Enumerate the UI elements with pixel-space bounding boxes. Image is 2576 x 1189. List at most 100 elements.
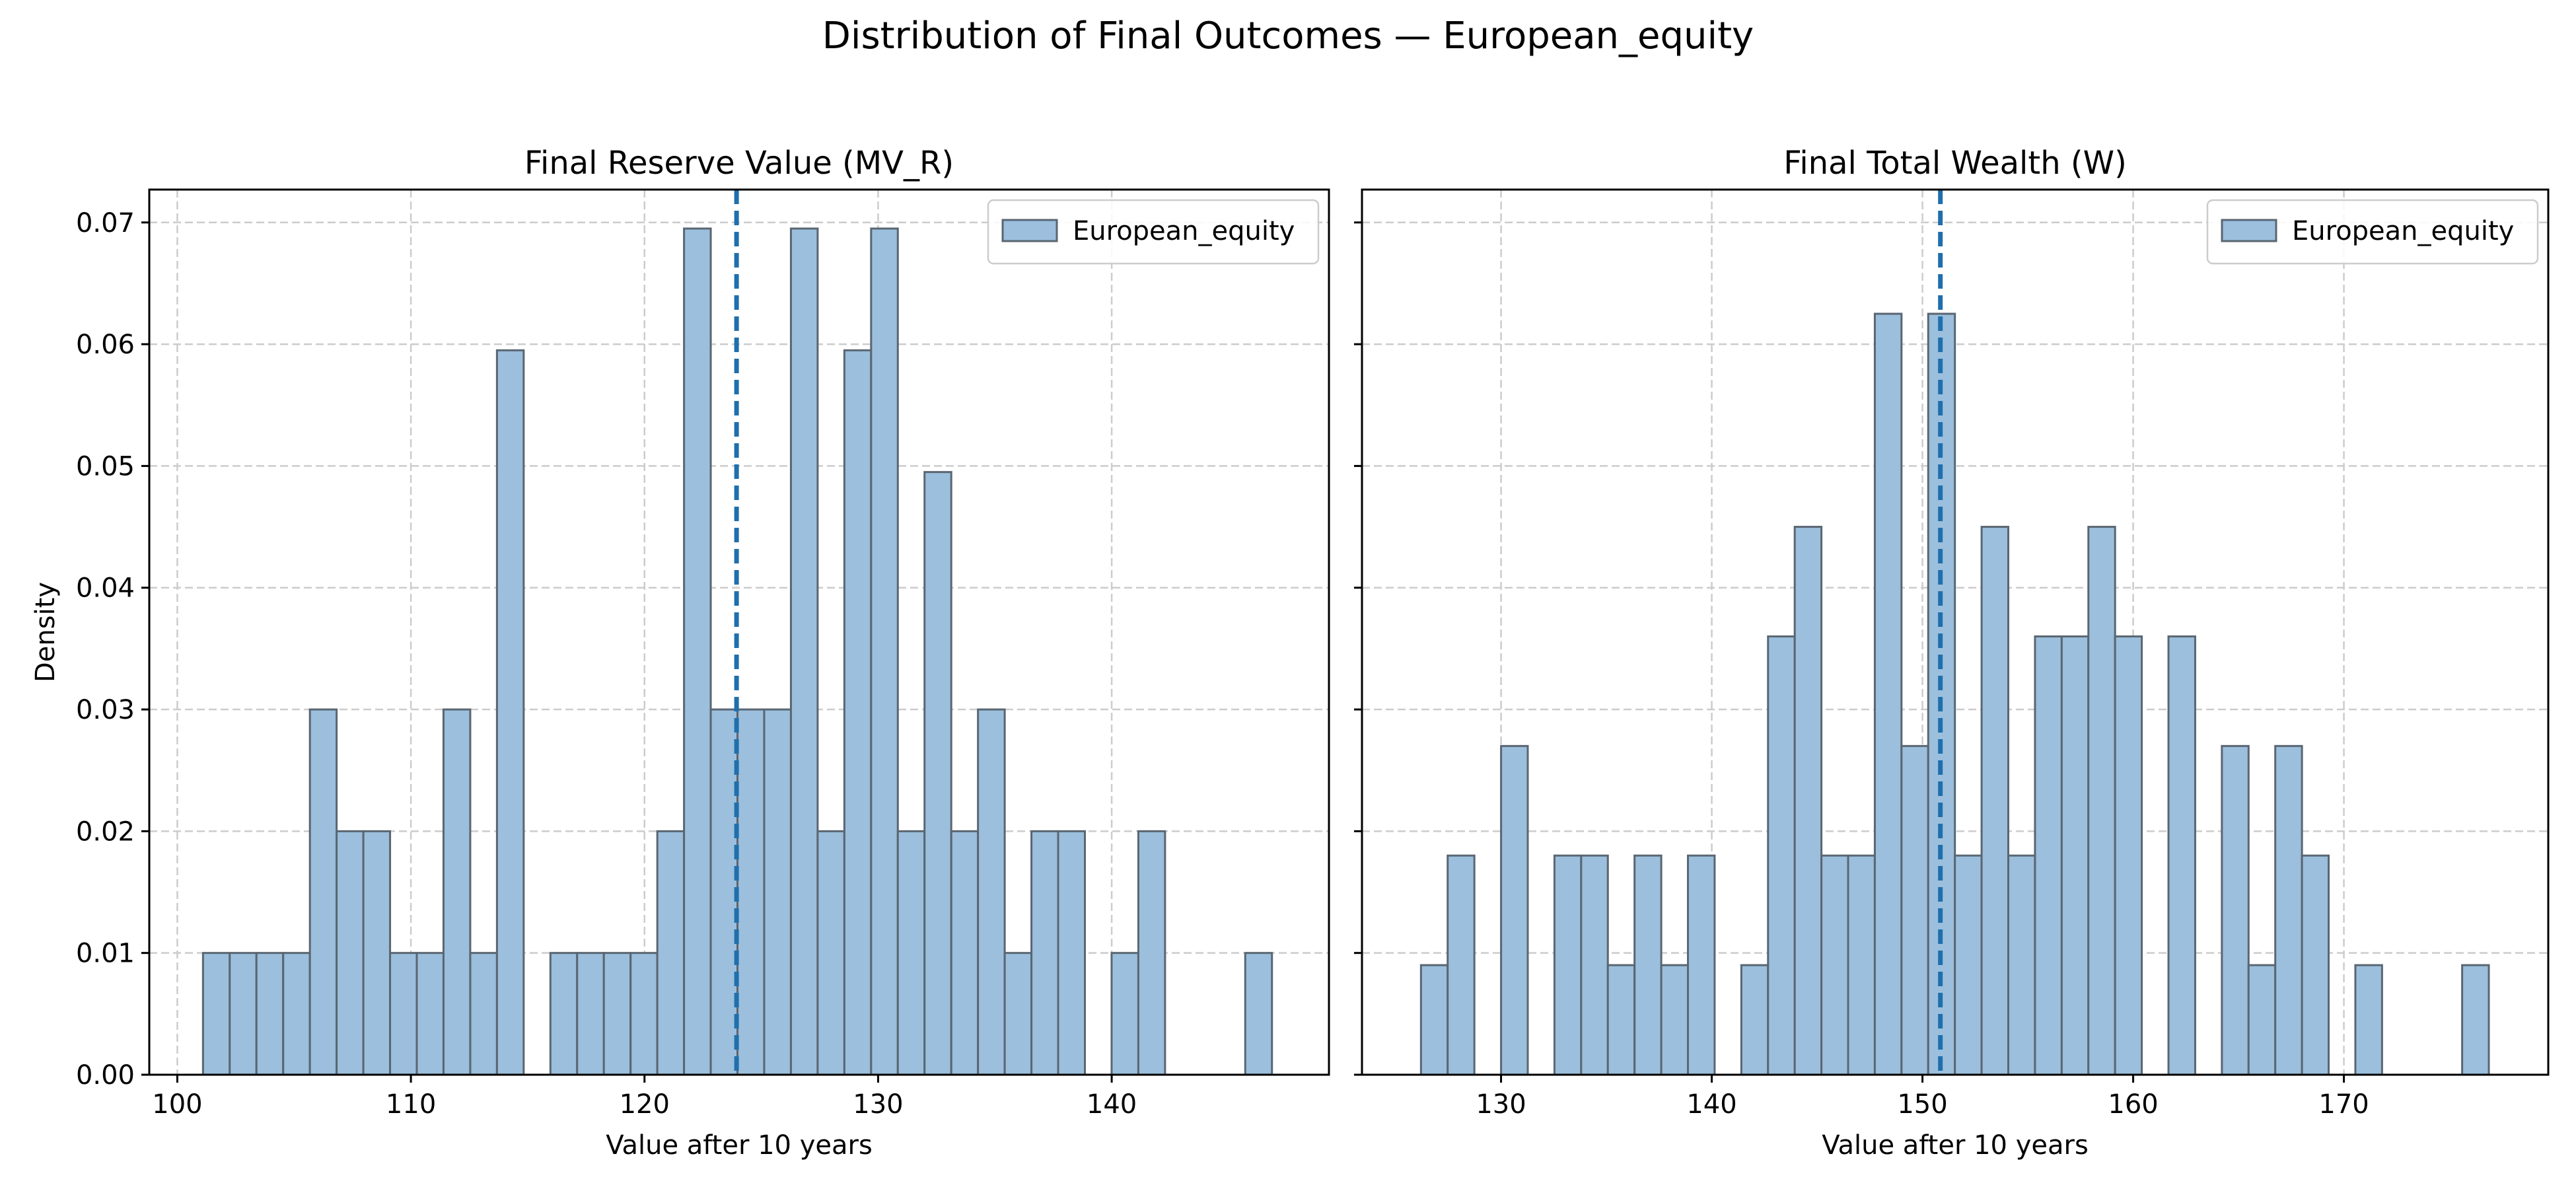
histogram-bar <box>2087 526 2116 1076</box>
legend-label: European_equity <box>2292 216 2514 246</box>
histogram-bar <box>1954 854 1983 1076</box>
legend: European_equity <box>2206 199 2539 265</box>
histogram-bar <box>656 830 686 1076</box>
legend-swatch <box>2221 219 2277 242</box>
y-tick-label: 0.07 <box>76 208 135 238</box>
histogram-bar <box>1137 830 1166 1076</box>
histogram-bar <box>950 830 980 1076</box>
x-tick-label: 130 <box>853 1089 903 1120</box>
x-tick-label: 140 <box>1087 1089 1137 1120</box>
histogram-bar <box>1580 854 1609 1076</box>
x-tick-label: 150 <box>1897 1089 1947 1120</box>
histogram-bar <box>2301 854 2330 1076</box>
panel-title: Final Reserve Value (MV_R) <box>524 145 954 182</box>
histogram-bar <box>255 952 285 1076</box>
histogram-bar <box>1553 854 1583 1076</box>
histogram-bar <box>549 952 579 1076</box>
histogram-bar <box>282 952 311 1076</box>
legend: European_equity <box>987 199 1320 265</box>
histogram-bar <box>2060 635 2090 1076</box>
histogram-bar <box>1633 854 1663 1076</box>
histogram-bar <box>469 952 498 1076</box>
axes-frame <box>148 188 1330 1076</box>
legend-label: European_equity <box>1073 216 1295 246</box>
chart-panel-2: 130 140 150 160 170 Final Total Wealth (W) Val… <box>1354 145 2550 1161</box>
x-tick-label: 160 <box>2108 1089 2158 1120</box>
histogram-bar <box>1980 526 2010 1076</box>
histogram-bar <box>1447 854 1476 1076</box>
histogram-bar <box>389 952 418 1076</box>
histogram-bar <box>576 952 605 1076</box>
histogram-bar <box>2007 854 2036 1076</box>
histogram-bar <box>2114 635 2143 1076</box>
x-tick-label: 120 <box>620 1089 670 1120</box>
histogram-bar <box>763 708 792 1076</box>
histogram-bar <box>1740 964 1770 1076</box>
histogram-bar <box>2247 964 2277 1076</box>
axes-frame <box>1361 188 2550 1076</box>
histogram-bar <box>683 227 712 1076</box>
histogram-bar <box>2167 635 2196 1076</box>
histogram-bar <box>442 708 472 1076</box>
histogram-bar <box>1244 952 1273 1076</box>
histogram-bar <box>1110 952 1139 1076</box>
histogram-bar <box>308 708 338 1076</box>
x-tick-label: 140 <box>1686 1089 1736 1120</box>
histogram-bar <box>2354 964 2383 1076</box>
panel-title: Final Total Wealth (W) <box>1783 145 2127 182</box>
y-tick-label: 0.02 <box>76 816 135 847</box>
legend-swatch <box>1001 219 1058 242</box>
histogram-bar <box>1873 312 1903 1076</box>
y-tick-label: 0.01 <box>76 939 135 969</box>
histogram-bar <box>1606 964 1636 1076</box>
y-tick-label: 0.04 <box>76 573 135 604</box>
histogram-bar <box>977 708 1006 1076</box>
histogram-bar <box>843 349 873 1076</box>
histogram-bar <box>2274 744 2303 1076</box>
histogram-bar <box>1003 952 1033 1076</box>
histogram-bar <box>1660 964 1690 1076</box>
histogram-bar <box>201 952 231 1076</box>
histogram-bar <box>415 952 445 1076</box>
histogram-bar <box>2221 744 2250 1076</box>
x-tick-label: 110 <box>386 1089 436 1120</box>
histogram-bar <box>870 227 899 1076</box>
y-tick-label: 0.00 <box>76 1060 135 1091</box>
y-axis-label: Density <box>30 582 61 682</box>
histogram-bar <box>709 708 739 1076</box>
histogram-bar <box>362 830 392 1076</box>
histogram-bar <box>816 830 845 1076</box>
histogram-bar <box>896 830 926 1076</box>
histogram-bar <box>336 830 365 1076</box>
histogram-bar <box>229 952 258 1076</box>
legend-box <box>987 199 1320 265</box>
histogram-bar <box>1419 964 1449 1076</box>
legend-box <box>2206 199 2539 265</box>
histogram-bar <box>2034 635 2063 1076</box>
histogram-bar <box>789 227 819 1076</box>
histogram-bar <box>1847 854 1876 1076</box>
histogram-bar <box>1500 744 1529 1076</box>
histogram-bar <box>736 708 766 1076</box>
y-tick-label: 0.03 <box>76 695 135 725</box>
histogram-bar <box>1687 854 1716 1076</box>
histogram-bar <box>1793 526 1823 1076</box>
x-axis-label: Value after 10 years <box>1822 1130 2089 1161</box>
y-tick-label: 0.06 <box>76 330 135 360</box>
histogram-bar <box>1030 830 1059 1076</box>
chart-panel-1: 0.00 0.01 0.02 0.03 0.04 0.05 0.06 0.07 100 110 12… <box>30 145 1330 1161</box>
histogram-bar <box>923 471 952 1076</box>
histogram-bar <box>495 349 525 1076</box>
histogram-bar <box>629 952 659 1076</box>
histogram-bar <box>1900 744 1929 1076</box>
x-tick-label: 100 <box>152 1089 202 1120</box>
histogram-bar <box>2461 964 2490 1076</box>
histogram-bar <box>1767 635 1796 1076</box>
figure-suptitle: Distribution of Final Outcomes — Europea… <box>822 15 1754 57</box>
x-tick-label: 130 <box>1476 1089 1526 1120</box>
histogram-bar <box>1057 830 1086 1076</box>
x-tick-label: 170 <box>2318 1089 2369 1120</box>
x-axis-label: Value after 10 years <box>606 1130 873 1161</box>
